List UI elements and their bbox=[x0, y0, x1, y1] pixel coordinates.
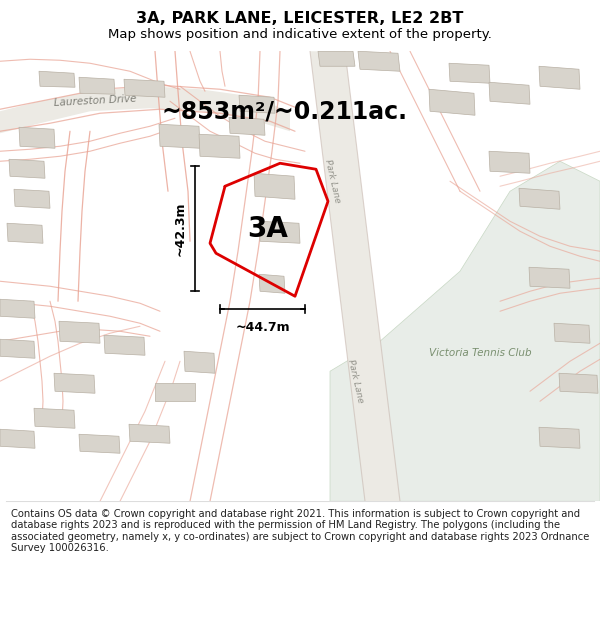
Polygon shape bbox=[184, 351, 215, 373]
Polygon shape bbox=[358, 51, 400, 71]
Polygon shape bbox=[9, 159, 45, 178]
Polygon shape bbox=[129, 424, 170, 443]
Text: Victoria Tennis Club: Victoria Tennis Club bbox=[428, 348, 532, 358]
Polygon shape bbox=[0, 86, 290, 133]
Polygon shape bbox=[529, 268, 570, 288]
Polygon shape bbox=[559, 373, 598, 393]
Polygon shape bbox=[59, 321, 100, 343]
Polygon shape bbox=[489, 151, 530, 173]
Text: Park Lane: Park Lane bbox=[323, 159, 341, 204]
Text: 3A: 3A bbox=[248, 215, 289, 243]
Polygon shape bbox=[0, 429, 35, 448]
Text: Contains OS data © Crown copyright and database right 2021. This information is : Contains OS data © Crown copyright and d… bbox=[11, 509, 589, 554]
Polygon shape bbox=[254, 173, 295, 199]
Polygon shape bbox=[0, 339, 35, 358]
Polygon shape bbox=[449, 63, 490, 83]
Polygon shape bbox=[34, 408, 75, 428]
Polygon shape bbox=[429, 89, 475, 115]
Text: ~853m²/~0.211ac.: ~853m²/~0.211ac. bbox=[162, 99, 408, 123]
Polygon shape bbox=[104, 335, 145, 355]
Polygon shape bbox=[489, 82, 530, 104]
Polygon shape bbox=[155, 383, 195, 401]
Text: 3A, PARK LANE, LEICESTER, LE2 2BT: 3A, PARK LANE, LEICESTER, LE2 2BT bbox=[136, 11, 464, 26]
Polygon shape bbox=[229, 118, 265, 135]
Polygon shape bbox=[79, 434, 120, 453]
Polygon shape bbox=[318, 51, 355, 66]
Polygon shape bbox=[39, 71, 75, 88]
Text: Map shows position and indicative extent of the property.: Map shows position and indicative extent… bbox=[108, 28, 492, 41]
Polygon shape bbox=[7, 223, 43, 243]
Polygon shape bbox=[554, 323, 590, 343]
Text: ~42.3m: ~42.3m bbox=[174, 201, 187, 256]
Polygon shape bbox=[519, 188, 560, 209]
Polygon shape bbox=[199, 134, 240, 158]
Polygon shape bbox=[310, 51, 400, 501]
Polygon shape bbox=[19, 127, 55, 148]
Polygon shape bbox=[539, 428, 580, 448]
Polygon shape bbox=[0, 299, 35, 318]
Polygon shape bbox=[14, 189, 50, 208]
Polygon shape bbox=[539, 66, 580, 89]
Polygon shape bbox=[124, 79, 165, 98]
Polygon shape bbox=[330, 161, 600, 501]
Polygon shape bbox=[239, 95, 275, 113]
Polygon shape bbox=[79, 78, 115, 94]
Text: Park Lane: Park Lane bbox=[346, 359, 364, 404]
Text: Laureston Drive: Laureston Drive bbox=[53, 94, 137, 108]
Text: ~44.7m: ~44.7m bbox=[235, 321, 290, 334]
Polygon shape bbox=[259, 274, 285, 293]
Polygon shape bbox=[54, 373, 95, 393]
Polygon shape bbox=[159, 124, 200, 148]
Polygon shape bbox=[259, 221, 300, 243]
